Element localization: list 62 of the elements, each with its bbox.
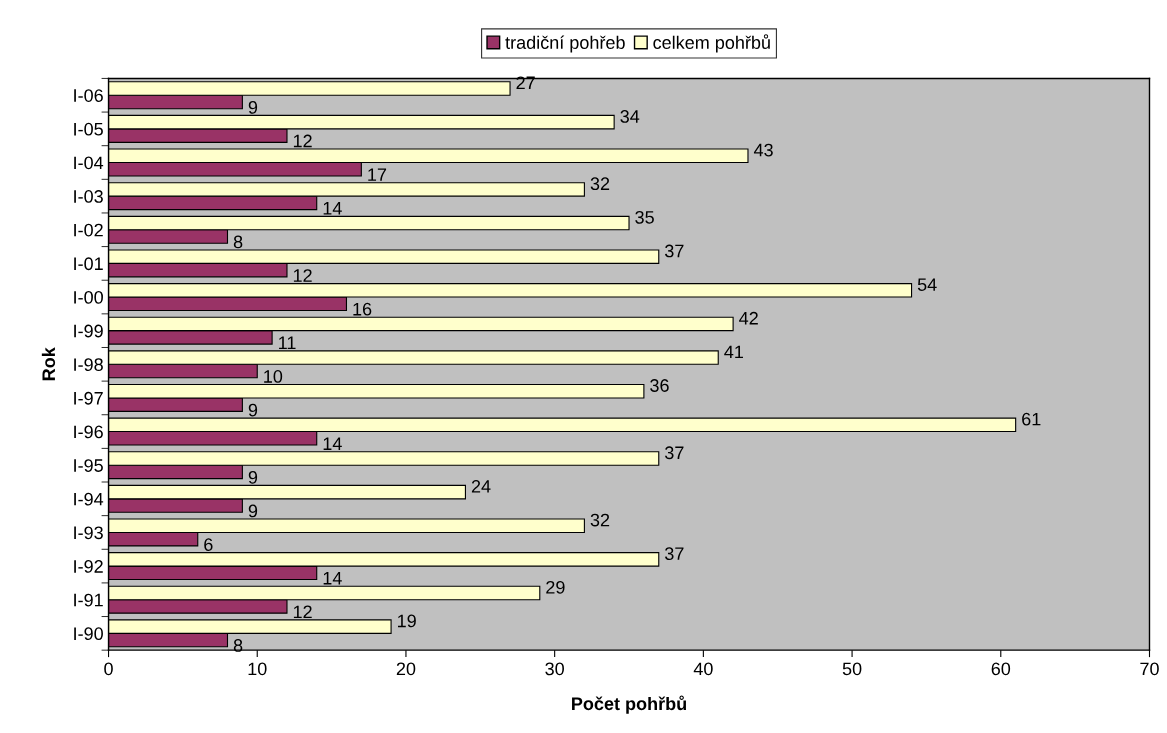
data-label: 8 xyxy=(233,235,243,249)
x-tick-label: 40 xyxy=(693,662,713,676)
data-label: 36 xyxy=(650,379,669,392)
y-tick-label: I-00 xyxy=(74,290,103,304)
data-label: 19 xyxy=(398,614,416,628)
y-tick-label: I-92 xyxy=(74,560,103,573)
data-label: 14 xyxy=(323,572,342,585)
y-tick-label: I-04 xyxy=(74,156,104,170)
data-label: 9 xyxy=(248,403,258,417)
data-label: 9 xyxy=(248,470,258,484)
y-tick-label: I-03 xyxy=(74,190,103,203)
x-axis-title: Počet pohřbů xyxy=(572,695,687,714)
data-label: 37 xyxy=(665,446,684,460)
y-tick-label: I-93 xyxy=(74,526,103,540)
x-tick-label: 30 xyxy=(545,662,564,676)
y-tick-label: I-02 xyxy=(74,223,103,237)
y-tick-label: I-99 xyxy=(74,324,103,338)
x-tick-label: 10 xyxy=(248,662,267,676)
data-label: 42 xyxy=(739,311,758,325)
legend-label: celkem pohřbů xyxy=(653,34,770,53)
data-label: 12 xyxy=(293,269,312,282)
data-label: 6 xyxy=(204,538,213,551)
y-tick-label: I-94 xyxy=(74,492,104,506)
data-label: 9 xyxy=(248,504,258,518)
y-tick-label: I-05 xyxy=(74,122,103,136)
data-label: 12 xyxy=(293,134,312,148)
data-label: 17 xyxy=(368,168,387,181)
y-tick-label: I-95 xyxy=(74,459,103,472)
data-label: 8 xyxy=(233,639,243,652)
data-label: 16 xyxy=(353,302,372,316)
x-tick-label: 70 xyxy=(1140,662,1159,676)
data-label: 35 xyxy=(635,210,654,224)
data-label: 43 xyxy=(753,143,773,157)
data-label: 9 xyxy=(248,100,258,114)
x-tick-label: 20 xyxy=(396,662,416,676)
data-label: 12 xyxy=(293,605,312,619)
y-tick-label: I-91 xyxy=(74,593,103,607)
data-label: 29 xyxy=(546,580,565,594)
y-tick-label: I-97 xyxy=(74,391,103,405)
y-tick-label: I-96 xyxy=(74,425,103,439)
data-label: 32 xyxy=(590,513,610,527)
data-label: 14 xyxy=(323,437,342,450)
y-tick-label: I-98 xyxy=(74,358,103,372)
y-tick-label: I-90 xyxy=(74,627,103,641)
data-label: 41 xyxy=(724,345,743,359)
data-label: 11 xyxy=(279,336,296,350)
y-tick-label: I-01 xyxy=(74,257,103,271)
x-tick-label: 0 xyxy=(104,662,113,676)
data-label: 10 xyxy=(264,370,283,383)
x-tick-label: 60 xyxy=(991,662,1011,676)
data-label: 14 xyxy=(323,202,342,215)
data-label: 54 xyxy=(917,278,937,291)
data-label: 34 xyxy=(620,110,640,123)
data-label: 37 xyxy=(665,244,684,258)
x-tick-label: 50 xyxy=(842,662,862,676)
data-label: 37 xyxy=(665,547,684,561)
data-label: 61 xyxy=(1022,412,1041,426)
y-tick-label: I-06 xyxy=(74,89,103,102)
data-label: 24 xyxy=(471,480,491,493)
data-label: 32 xyxy=(590,177,610,191)
legend-label: tradiční pohřeb xyxy=(505,35,625,53)
y-axis-title: Rok xyxy=(41,347,56,381)
